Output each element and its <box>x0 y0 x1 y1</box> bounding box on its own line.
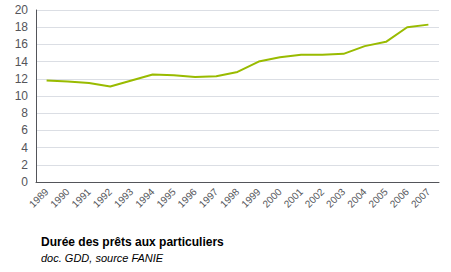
svg-text:1997: 1997 <box>197 186 221 210</box>
svg-text:2003: 2003 <box>324 186 348 210</box>
svg-text:2005: 2005 <box>366 186 390 210</box>
svg-text:8: 8 <box>21 106 28 120</box>
svg-text:2001: 2001 <box>282 186 306 210</box>
svg-text:1995: 1995 <box>154 186 178 210</box>
svg-text:2007: 2007 <box>409 186 433 210</box>
svg-text:0: 0 <box>21 175 28 189</box>
svg-text:10: 10 <box>15 89 29 103</box>
svg-text:2000: 2000 <box>260 186 284 210</box>
svg-text:1991: 1991 <box>69 186 93 210</box>
svg-text:1990: 1990 <box>48 186 72 210</box>
svg-text:14: 14 <box>15 55 29 69</box>
svg-text:4: 4 <box>21 141 28 155</box>
svg-text:12: 12 <box>15 72 29 86</box>
svg-text:2: 2 <box>21 158 28 172</box>
svg-text:20: 20 <box>15 3 29 17</box>
svg-text:1999: 1999 <box>239 186 263 210</box>
svg-text:Durée des prêts aux particulie: Durée des prêts aux particuliers <box>41 235 224 249</box>
svg-text:1996: 1996 <box>175 186 199 210</box>
svg-text:18: 18 <box>15 20 29 34</box>
svg-text:1994: 1994 <box>133 186 157 210</box>
svg-text:16: 16 <box>15 37 29 51</box>
svg-text:2004: 2004 <box>345 186 369 210</box>
svg-text:1998: 1998 <box>218 186 242 210</box>
svg-text:2006: 2006 <box>388 186 412 210</box>
svg-text:1993: 1993 <box>112 186 136 210</box>
svg-text:2002: 2002 <box>303 186 327 210</box>
svg-text:1992: 1992 <box>91 186 115 210</box>
svg-text:1989: 1989 <box>27 186 51 210</box>
svg-text:doc. GDD, source FANIE: doc. GDD, source FANIE <box>41 252 164 264</box>
svg-text:6: 6 <box>21 123 28 137</box>
